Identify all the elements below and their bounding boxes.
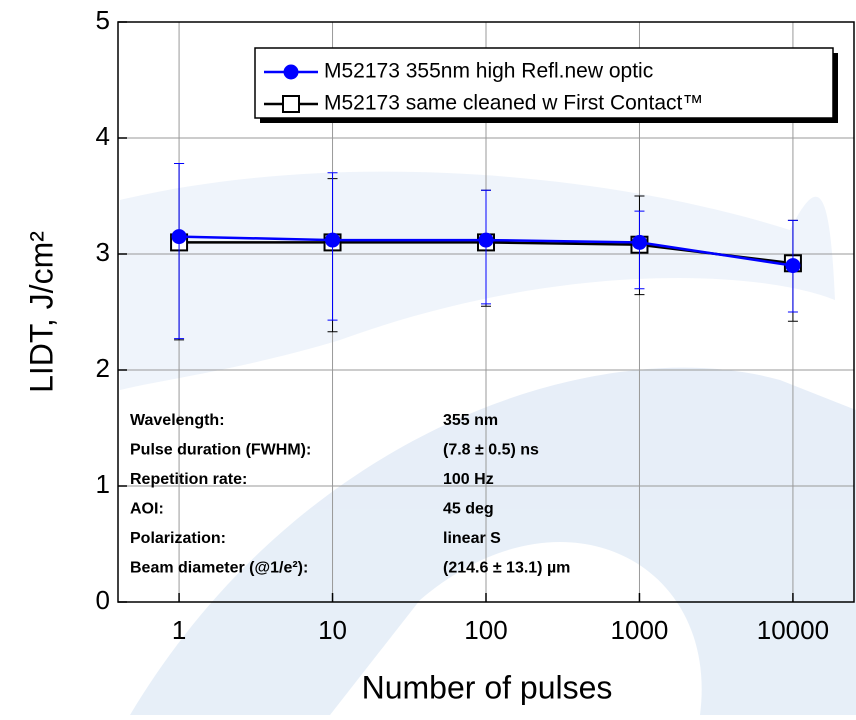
info-label: Pulse duration (FWHM): — [130, 442, 311, 459]
info-value: 100 Hz — [443, 471, 494, 488]
plot-frame — [117, 21, 855, 603]
y-tick-label: 3 — [96, 237, 110, 267]
info-value: (7.8 ± 0.5) ns — [443, 442, 539, 459]
info-value: 355 nm — [443, 412, 498, 429]
x-tick-label: 10 — [318, 615, 347, 645]
marker — [325, 232, 341, 248]
info-table: Wavelength: 355 nm Pulse duration (FWHM): (… — [130, 412, 570, 577]
info-value: 45 deg — [443, 501, 494, 518]
y-tick-label: 0 — [96, 585, 110, 615]
legend-items: M52173 355nm high Refl.new optic M52173 s… — [264, 60, 703, 115]
watermark — [120, 171, 856, 715]
y-tick-label: 4 — [96, 121, 110, 151]
x-tick-label: 1000 — [611, 615, 669, 645]
y-axis-title: LIDT, J/cm² — [23, 231, 59, 393]
y-tick-label: 1 — [96, 469, 110, 499]
info-value: linear S — [443, 530, 501, 547]
x-tick-label: 10000 — [757, 615, 829, 645]
info-label: Polarization: — [130, 530, 226, 547]
marker — [785, 258, 801, 274]
error-bar — [174, 163, 185, 340]
x-tick-label: 100 — [464, 615, 507, 645]
error-bar — [634, 210, 645, 290]
marker — [478, 232, 494, 248]
marker — [631, 234, 647, 250]
plot — [170, 163, 802, 341]
legend-label: M52173 355nm high Refl.new optic — [324, 60, 653, 83]
legend-label: M52173 same cleaned w First Contact™ — [324, 92, 703, 115]
y-tick-label: 2 — [96, 353, 110, 383]
x-axis-title: Number of pulses — [362, 669, 613, 705]
legend: M52173 355nm high Refl.new optic M52173 s… — [254, 47, 838, 123]
info-label: Beam diameter (@1/e²): — [130, 560, 308, 577]
info-label: AOI: — [130, 501, 164, 518]
y-tick-label: 5 — [96, 5, 110, 35]
info-label: Repetition rate: — [130, 471, 247, 488]
marker — [283, 64, 299, 80]
marker — [282, 95, 300, 113]
x-tick-label: 1 — [172, 615, 186, 645]
legend-box — [254, 47, 834, 119]
info-label: Wavelength: — [130, 412, 225, 429]
marker — [171, 229, 187, 245]
info-value: (214.6 ± 13.1) µm — [443, 560, 570, 577]
